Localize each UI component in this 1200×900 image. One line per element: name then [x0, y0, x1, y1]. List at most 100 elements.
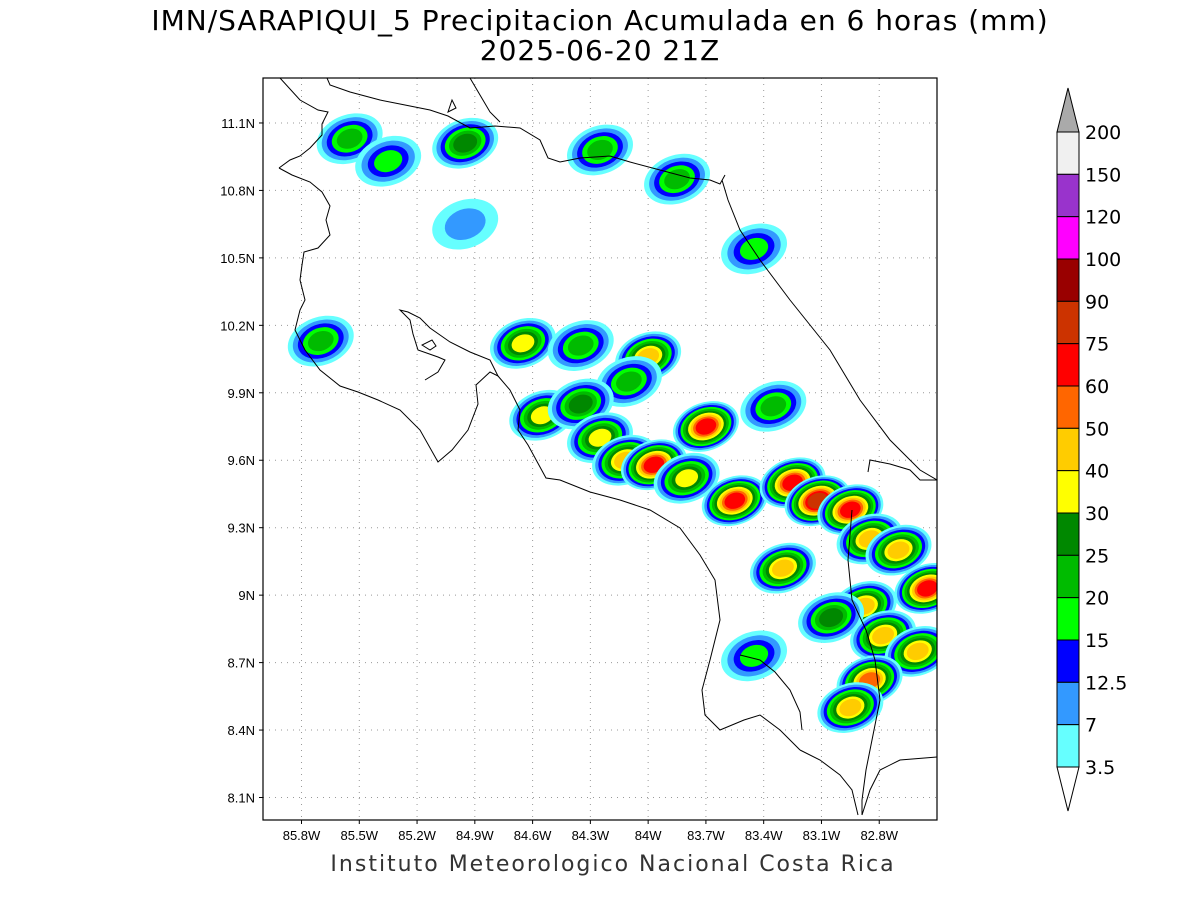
lat-tick-label: 9.3N: [228, 521, 255, 536]
legend-swatch: [1056, 216, 1080, 260]
legend-swatch: [1056, 512, 1080, 556]
legend-level-label: 75: [1085, 334, 1109, 356]
central-pacific-coast: [497, 375, 801, 751]
lat-tick-label: 11.1N: [221, 116, 255, 131]
precip-cell: [798, 592, 865, 644]
legend-swatch: [1056, 343, 1080, 387]
precip-contour: [840, 501, 861, 518]
legend-level-label: 90: [1085, 291, 1109, 313]
precip-cell: [489, 317, 556, 369]
legend-swatch: [1056, 681, 1080, 726]
precip-contour: [739, 237, 769, 260]
lake-island: [447, 98, 457, 113]
precip-cell: [721, 223, 788, 275]
precip-contour: [917, 580, 937, 597]
lon-tick-label: 84W: [635, 828, 662, 843]
legend-swatch: [1056, 300, 1080, 345]
precip-contour: [819, 608, 844, 628]
precip-contour: [444, 208, 486, 240]
burica-coast: [799, 749, 859, 816]
precip-cell: [432, 198, 499, 250]
legend-over-triangle: [1056, 87, 1080, 133]
precip-cell: [759, 457, 826, 509]
precip-contour: [587, 139, 613, 161]
panama-border-south: [847, 509, 881, 815]
legend-level-label: 3.5: [1085, 757, 1115, 779]
panama-coast: [861, 756, 937, 816]
precipitation-legend: 200 150 120 100 90 75 60 50 40 30 25 20 15 12.5 7 3.5: [1056, 87, 1127, 812]
legend-swatch: [1056, 470, 1080, 514]
legend-level-label: 30: [1085, 503, 1109, 525]
precip-contour: [772, 559, 794, 577]
lat-tick-label: 8.4N: [228, 723, 255, 738]
caribbean-coast: [721, 179, 937, 481]
lon-tick-label: 85.2W: [398, 828, 436, 843]
lon-tick-label: 85.8W: [283, 828, 321, 843]
precip-contour: [643, 456, 665, 473]
precip-contour: [511, 334, 535, 353]
legend-swatch: [1056, 131, 1080, 175]
precip-contour: [675, 469, 699, 488]
nicaragua-pacific-coast: [278, 78, 329, 169]
legend-level-label: 40: [1085, 461, 1109, 483]
precip-cell: [817, 682, 884, 733]
precip-cell: [547, 320, 614, 371]
panama-border: [867, 459, 937, 481]
lat-tick-label: 9.9N: [228, 386, 255, 401]
precip-contour: [567, 335, 594, 356]
precip-contour: [906, 642, 929, 661]
precip-contour: [872, 626, 895, 645]
legend-level-label: 15: [1085, 630, 1109, 652]
precip-cell: [595, 356, 662, 407]
axis-labels: 11.1N 10.8N 10.5N 10.2N 9.9N 9.6N 9.3N 9N 8.7N 8.…: [220, 116, 898, 843]
lat-tick-label: 9N: [238, 588, 255, 603]
legend-level-label: 60: [1085, 376, 1109, 398]
map-frame: [262, 77, 938, 821]
legend-swatch: [1056, 385, 1080, 429]
legend-level-label: 120: [1085, 207, 1121, 229]
lat-tick-label: 8.7N: [228, 656, 255, 671]
legend-level-label: 50: [1085, 418, 1109, 440]
legend-swatch: [1056, 597, 1080, 641]
lon-tick-label: 82.8W: [860, 828, 898, 843]
legend-swatch: [1056, 724, 1080, 768]
institution-footer: Instituto Meteorologico Nacional Costa R…: [330, 852, 896, 877]
precip-contour: [616, 371, 642, 392]
precip-cell: [749, 542, 816, 594]
legend-swatch: [1056, 639, 1080, 683]
precip-cell: [355, 135, 422, 187]
precip-contour: [664, 169, 690, 190]
nicaragua-border: [326, 78, 726, 185]
precip-cell: [653, 452, 720, 504]
precip-contour: [336, 128, 363, 149]
map-date-subtitle: 2025-06-20 21Z: [479, 34, 721, 67]
lon-tick-label: 83.4W: [745, 828, 783, 843]
lon-tick-label: 84.6W: [514, 828, 552, 843]
precip-contour: [724, 492, 746, 509]
lat-tick-label: 10.8N: [220, 183, 255, 198]
precip-cell: [672, 401, 739, 452]
precip-cell: [721, 630, 788, 682]
coastline-borders: [278, 78, 937, 816]
lat-tick-label: 10.2N: [220, 318, 255, 333]
precip-cell: [432, 117, 499, 169]
precip-cell: [701, 475, 768, 527]
legend-level-label: 150: [1085, 164, 1121, 186]
lon-tick-label: 84.3W: [572, 828, 610, 843]
precip-contour: [839, 698, 862, 717]
legend-level-label: 12.5: [1085, 672, 1127, 694]
guanacaste-peninsula: [278, 167, 500, 463]
legend-swatch: [1056, 173, 1080, 218]
legend-swatch: [1056, 554, 1080, 599]
precip-cell: [567, 124, 633, 176]
legend-level-label: 25: [1085, 545, 1109, 567]
lake-nicaragua-shore: [469, 78, 501, 123]
legend-level-label: 200: [1085, 122, 1121, 144]
map-title: IMN/SARAPIQUI_5 Precipitacion Acumulada …: [151, 4, 1049, 37]
osa-peninsula: [739, 654, 803, 731]
precip-contour: [453, 133, 478, 153]
precip-contour: [760, 396, 787, 417]
legend-level-label: 20: [1085, 588, 1109, 610]
precip-contour: [374, 150, 403, 173]
precip-contour: [695, 418, 717, 435]
